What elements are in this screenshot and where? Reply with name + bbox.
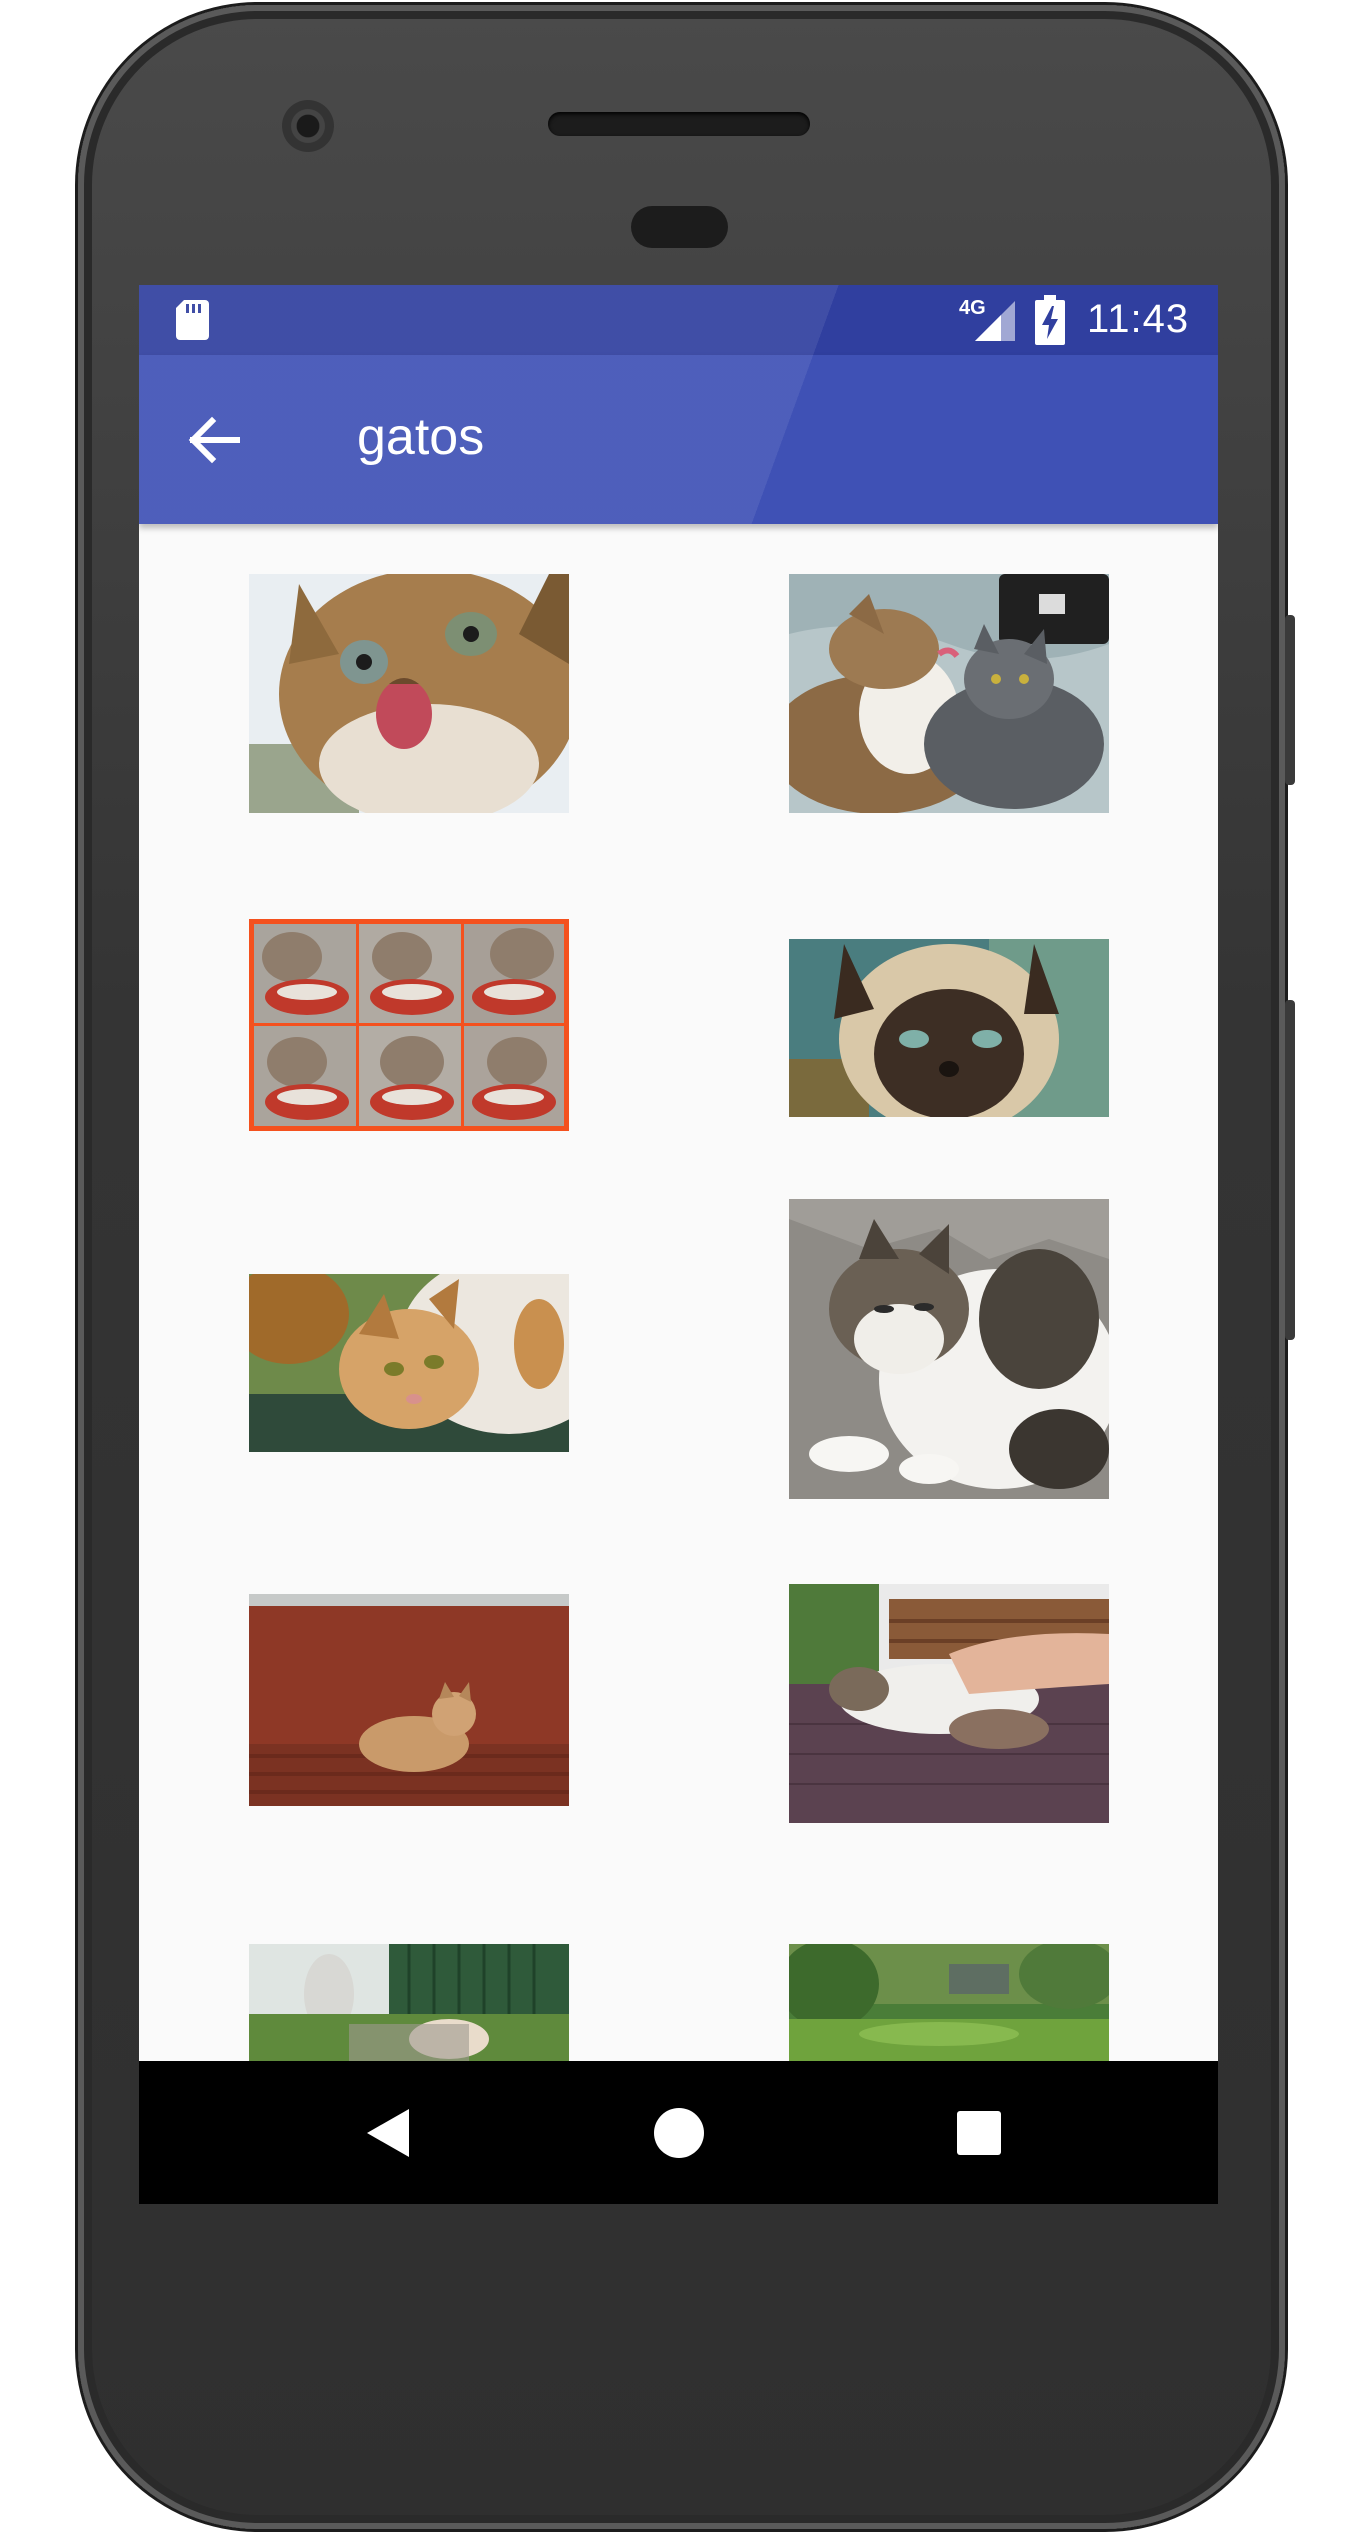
cat-photo-icon [789,1584,1109,1823]
photo-thumbnail[interactable] [789,1199,1109,1499]
cat-photo-icon [249,574,569,813]
app-bar: gatos [139,355,1218,524]
photo-thumbnail[interactable] [789,574,1109,813]
photo-thumbnail[interactable] [789,939,1109,1117]
clock: 11:43 [1087,297,1190,341]
earpiece-speaker [548,112,810,136]
photo-thumbnail[interactable] [249,1594,569,1806]
cat-photo-icon [249,1944,569,2061]
cat-collage-icon [252,922,566,1128]
sd-card-icon [176,300,209,340]
power-button [1285,615,1295,785]
cat-photo-icon [249,1274,569,1452]
front-camera [282,100,334,152]
nav-recents-icon[interactable] [947,2101,1011,2165]
cat-photo-icon [789,574,1109,813]
back-arrow-button[interactable] [179,405,249,475]
photo-thumbnail[interactable] [249,1274,569,1452]
status-bar: 4G 11:43 [139,285,1218,355]
device-screen: 4G 11:43 gatos [139,285,1218,2204]
photo-thumbnail[interactable] [789,1584,1109,1823]
proximity-sensor [631,206,728,248]
cat-photo-icon [249,1594,569,1806]
page-title: gatos [357,408,485,466]
photo-thumbnail[interactable] [249,1944,569,2061]
photo-thumbnail[interactable] [249,574,569,813]
volume-button [1285,1000,1295,1340]
photo-thumbnail[interactable] [789,1944,1109,2061]
nav-home-icon[interactable] [647,2101,711,2165]
cat-photo-icon [789,939,1109,1117]
battery-charging-icon [1035,295,1065,345]
signal-icon: 4G [959,297,1015,341]
nav-back-icon[interactable] [357,2101,421,2165]
photo-grid [139,524,1218,2094]
cat-photo-icon [789,1199,1109,1499]
navigation-bar [139,2061,1218,2204]
photo-thumbnail-selected[interactable] [249,919,569,1131]
garden-photo-icon [789,1944,1109,2061]
network-type-label: 4G [959,297,986,319]
